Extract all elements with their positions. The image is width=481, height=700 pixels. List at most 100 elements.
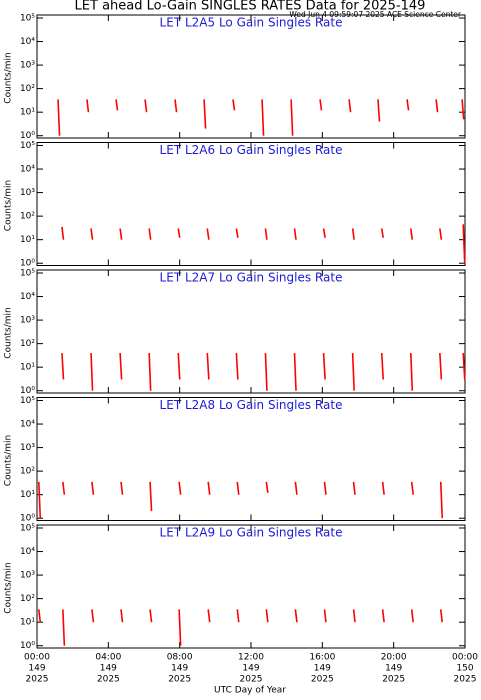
y-tick-label: 10⁵ bbox=[20, 269, 35, 279]
spike bbox=[265, 481, 269, 493]
y-tick-label: 10⁰ bbox=[20, 131, 35, 141]
spike bbox=[236, 609, 240, 623]
x-tick-label: 20:00 bbox=[381, 653, 407, 663]
x-tick-year: 2025 bbox=[240, 675, 263, 685]
spike bbox=[381, 609, 385, 623]
x-tick-year: 2025 bbox=[454, 675, 477, 685]
panel-frame bbox=[36, 14, 466, 139]
spike bbox=[293, 228, 297, 240]
spike bbox=[148, 352, 152, 391]
spike bbox=[86, 99, 90, 113]
y-axis-label: Counts/min bbox=[4, 562, 14, 613]
spike bbox=[319, 99, 323, 111]
spike bbox=[439, 481, 444, 519]
spike bbox=[409, 352, 414, 391]
y-tick-label: 10⁵ bbox=[20, 396, 35, 406]
spike bbox=[323, 609, 327, 623]
spike bbox=[120, 609, 124, 623]
spike bbox=[323, 481, 327, 495]
spike bbox=[178, 609, 182, 646]
x-tick-label: 16:00 bbox=[309, 653, 335, 663]
spike bbox=[461, 99, 465, 120]
spike bbox=[207, 481, 211, 495]
spike bbox=[91, 609, 95, 623]
spike bbox=[61, 226, 65, 240]
spike bbox=[178, 481, 182, 495]
spike bbox=[91, 481, 95, 495]
x-tick-day: 149 bbox=[171, 664, 188, 674]
spike bbox=[57, 99, 61, 136]
spike bbox=[377, 99, 381, 122]
spike bbox=[62, 481, 66, 495]
spike bbox=[206, 352, 210, 380]
x-tick-label: 00:00 bbox=[24, 653, 50, 663]
spike bbox=[294, 481, 298, 495]
panel-title: LET L2A8 Lo Gain Singles Rate bbox=[160, 398, 343, 412]
spike bbox=[177, 352, 181, 380]
y-tick-label: 10³ bbox=[20, 571, 35, 581]
panel-title: LET L2A6 Lo Gain Singles Rate bbox=[160, 143, 343, 157]
spike bbox=[439, 352, 443, 380]
spike bbox=[410, 609, 414, 623]
x-tick-year: 2025 bbox=[97, 675, 120, 685]
x-tick-year: 2025 bbox=[382, 675, 405, 685]
panel-frame bbox=[36, 524, 466, 649]
chart-title: LET ahead Lo-Gain SINGLES RATES Data for… bbox=[75, 0, 426, 14]
spike bbox=[62, 609, 66, 646]
y-tick-label: 10¹ bbox=[20, 235, 35, 245]
spike bbox=[149, 481, 153, 512]
panel-frame bbox=[36, 397, 466, 521]
spike bbox=[149, 609, 153, 623]
spike bbox=[409, 228, 414, 240]
y-tick-label: 10⁴ bbox=[20, 420, 35, 430]
y-tick-label: 10⁰ bbox=[20, 386, 35, 396]
spike bbox=[290, 99, 294, 136]
spike bbox=[348, 99, 352, 113]
y-tick-label: 10⁰ bbox=[20, 514, 35, 524]
spike bbox=[294, 609, 298, 623]
panel-frame bbox=[36, 269, 466, 394]
x-tick-day: 149 bbox=[100, 664, 117, 674]
y-tick-label: 10² bbox=[20, 84, 35, 94]
y-tick-label: 10⁴ bbox=[20, 292, 35, 302]
spike bbox=[119, 352, 123, 380]
y-tick-label: 10¹ bbox=[20, 490, 35, 500]
spike bbox=[90, 352, 94, 391]
x-tick-year: 2025 bbox=[26, 675, 49, 685]
spike bbox=[380, 352, 385, 380]
x-tick-label: 12:00 bbox=[238, 653, 264, 663]
y-tick-label: 10¹ bbox=[20, 108, 35, 118]
x-tick-day: 149 bbox=[314, 664, 331, 674]
spike bbox=[352, 609, 356, 623]
spike bbox=[380, 228, 385, 238]
y-tick-label: 10⁴ bbox=[20, 547, 35, 557]
y-tick-label: 10⁰ bbox=[20, 259, 35, 269]
spike bbox=[236, 481, 240, 495]
spike bbox=[61, 352, 65, 380]
x-tick-label: 04:00 bbox=[95, 653, 121, 663]
y-tick-label: 10⁰ bbox=[20, 641, 35, 651]
spike bbox=[435, 99, 439, 113]
spike bbox=[264, 352, 268, 391]
spike bbox=[381, 481, 385, 495]
y-tick-label: 10¹ bbox=[20, 618, 35, 628]
spike bbox=[462, 352, 466, 380]
y-tick-label: 10³ bbox=[20, 61, 35, 71]
spike bbox=[206, 228, 210, 240]
spike bbox=[37, 609, 42, 623]
x-tick-label: 08:00 bbox=[167, 653, 193, 663]
y-tick-label: 10³ bbox=[20, 316, 35, 326]
x-tick-day: 150 bbox=[456, 664, 473, 674]
spike bbox=[203, 99, 207, 129]
spike bbox=[351, 352, 355, 391]
spike bbox=[322, 352, 326, 380]
spike bbox=[261, 99, 265, 136]
y-tick-label: 10² bbox=[20, 339, 35, 349]
y-tick-label: 10⁴ bbox=[20, 165, 35, 175]
y-tick-label: 10³ bbox=[20, 443, 35, 453]
y-tick-label: 10³ bbox=[20, 188, 35, 198]
spike bbox=[174, 99, 178, 113]
spike bbox=[119, 228, 123, 240]
x-tick-day: 149 bbox=[385, 664, 402, 674]
